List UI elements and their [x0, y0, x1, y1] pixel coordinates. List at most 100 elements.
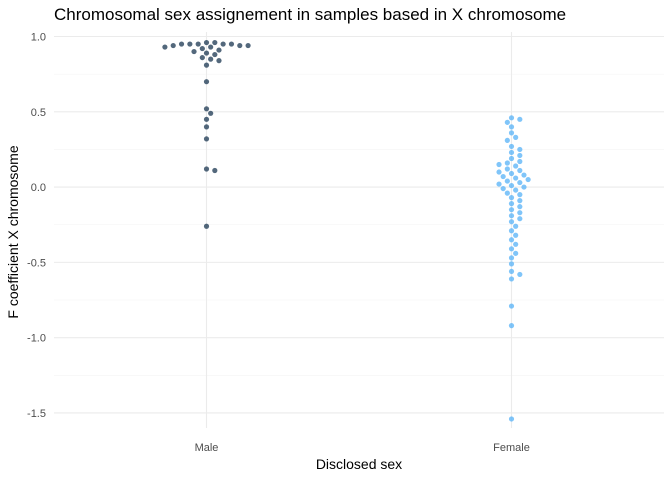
data-point-female	[517, 152, 523, 159]
data-point-female	[508, 276, 515, 282]
data-point-male	[208, 56, 214, 62]
data-point-male	[208, 44, 214, 50]
x-tick-label: Female	[493, 442, 530, 454]
data-point-female	[525, 176, 531, 183]
data-point-female	[508, 228, 515, 234]
data-point-female	[517, 271, 523, 278]
data-point-female	[508, 237, 515, 243]
data-point-male	[245, 42, 251, 49]
data-point-female	[508, 246, 515, 252]
data-point-male	[228, 41, 235, 47]
data-point-female	[504, 190, 510, 196]
data-point-male	[212, 39, 218, 46]
y-tick-label: -1.5	[27, 408, 46, 420]
data-point-female	[508, 303, 515, 309]
data-point-female	[517, 158, 523, 165]
data-point-female	[508, 155, 515, 162]
data-point-female	[508, 170, 515, 177]
data-point-female	[517, 216, 523, 222]
data-point-female	[500, 185, 506, 192]
data-point-male	[178, 41, 185, 47]
data-point-male	[216, 58, 222, 64]
data-point-male	[212, 167, 218, 174]
data-point-female	[508, 207, 515, 213]
data-point-male	[203, 50, 210, 56]
data-point-female	[504, 178, 510, 184]
data-point-male	[203, 106, 210, 112]
data-point-female	[513, 134, 519, 140]
data-point-female	[508, 323, 515, 329]
data-point-female	[517, 167, 523, 174]
data-point-female	[513, 175, 519, 181]
chart-title: Chromosomal sex assignement in samples b…	[54, 5, 566, 24]
data-point-male	[203, 124, 210, 130]
data-point-male	[203, 136, 210, 142]
data-point-female	[508, 261, 515, 267]
data-point-male	[212, 51, 218, 58]
data-point-female	[517, 116, 523, 122]
data-point-female	[508, 255, 515, 261]
data-point-female	[508, 124, 515, 130]
data-point-male	[199, 54, 205, 61]
data-point-female	[508, 213, 515, 219]
data-point-male	[162, 44, 168, 50]
data-point-female	[508, 130, 515, 136]
data-point-female	[513, 250, 519, 256]
y-tick-labels: 1.0 0.5 0.0 -0.5 -1.0 -1.5	[27, 32, 46, 420]
data-point-female	[504, 119, 510, 125]
data-point-female	[508, 268, 515, 275]
data-point-female	[508, 219, 515, 225]
data-point-male	[187, 41, 193, 47]
data-point-female	[508, 416, 515, 422]
data-point-female	[496, 169, 502, 175]
data-point-male	[216, 47, 222, 53]
data-point-male	[203, 223, 210, 229]
y-axis-title: F coefficient X chromosome	[5, 145, 21, 318]
data-point-female	[513, 241, 519, 247]
data-point-female	[513, 232, 519, 238]
data-point-female	[504, 166, 510, 172]
data-point-female	[504, 160, 510, 166]
y-tick-label: 0.5	[31, 107, 46, 119]
y-tick-label: -0.5	[27, 257, 46, 269]
x-tick-label: Male	[195, 442, 219, 454]
y-tick-label: 1.0	[31, 32, 46, 44]
data-point-male	[203, 39, 210, 46]
data-point-female	[513, 223, 519, 229]
data-point-female	[517, 204, 523, 210]
data-point-female	[496, 161, 502, 168]
data-point-female	[521, 172, 527, 178]
data-point-male	[203, 116, 210, 122]
data-point-female	[508, 182, 515, 189]
data-point-male	[220, 41, 226, 47]
grid-layer	[54, 32, 664, 428]
data-point-female	[513, 163, 519, 169]
data-point-female	[513, 187, 519, 193]
data-point-female	[517, 179, 523, 186]
points-layer	[162, 39, 531, 422]
data-point-female	[500, 173, 506, 180]
data-point-male	[170, 42, 176, 49]
data-point-female	[517, 210, 523, 216]
data-point-female	[517, 198, 523, 204]
y-tick-label: 0.0	[31, 182, 46, 194]
data-point-male	[195, 41, 201, 47]
y-tick-label: -1.0	[27, 333, 46, 345]
data-point-male	[208, 110, 214, 116]
data-point-male	[203, 79, 210, 85]
data-point-female	[504, 137, 510, 144]
data-point-female	[521, 184, 527, 190]
data-point-male	[191, 48, 197, 55]
data-point-female	[508, 149, 515, 156]
data-point-female	[496, 181, 502, 187]
data-point-female	[517, 146, 523, 153]
data-point-female	[517, 192, 523, 198]
data-point-male	[203, 62, 210, 68]
x-axis-title: Disclosed sex	[316, 456, 402, 472]
data-point-male	[199, 45, 205, 52]
data-point-female	[508, 201, 515, 207]
x-tick-labels: Male Female	[195, 442, 530, 454]
data-point-female	[508, 143, 515, 150]
